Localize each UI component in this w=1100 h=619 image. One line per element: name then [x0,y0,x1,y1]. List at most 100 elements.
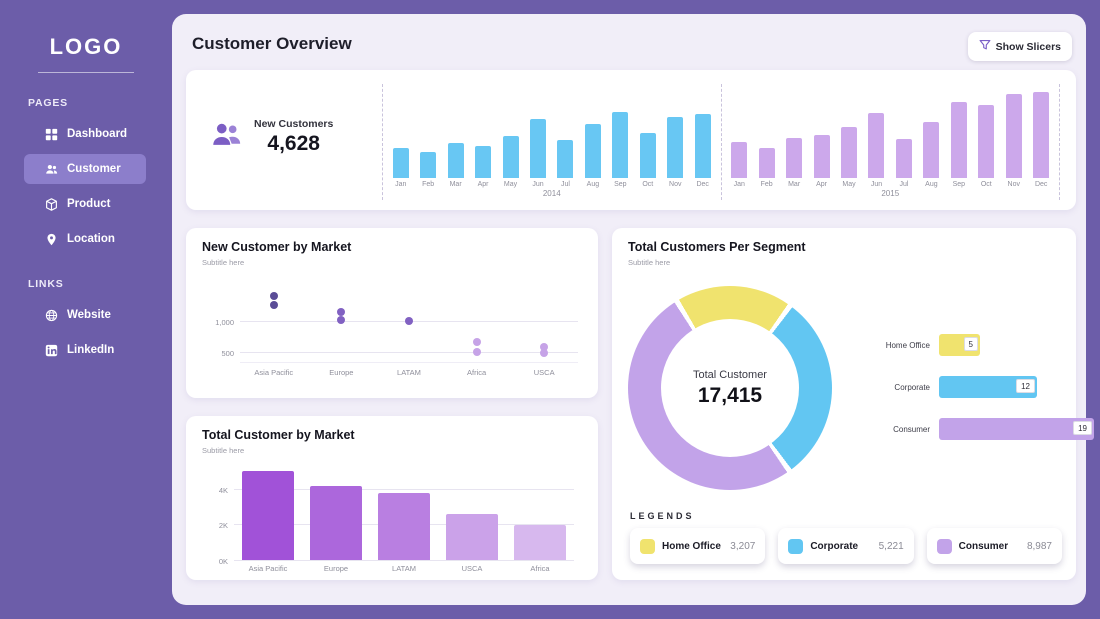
month-column: Feb [414,84,441,188]
logo-divider [38,72,134,73]
market-bar-columns [234,460,574,560]
sidebar-item-linkedin[interactable]: LinkedIn [24,335,146,365]
segment-label: Corporate [894,382,930,392]
bar-may-2014[interactable] [502,136,519,178]
month-column: Dec [1027,84,1054,188]
kpi-label: New Customers [254,118,334,130]
bar-jul-2015[interactable] [895,139,912,178]
bar-jul-2014[interactable] [557,140,574,178]
bar-jan-2014[interactable] [392,148,409,178]
bar-aug-2015[interactable] [923,122,940,178]
bar-sep-2014[interactable] [612,112,629,178]
month-column: Jan [726,84,753,188]
legend-card-consumer: Consumer 8,987 [926,528,1062,564]
sidebar-item-location[interactable]: Location [24,224,146,254]
main-panel: Customer Overview Show Slicers New Custo… [172,14,1094,605]
scatter-column-europe [308,282,376,362]
month-column: Feb [753,84,780,188]
kpi-value: 4,628 [267,132,320,155]
segment-bar[interactable]: 5 [939,334,980,356]
donut-chart[interactable]: Total Customer 17,415 [628,286,832,490]
bar-mar-2015[interactable] [786,138,803,178]
data-point[interactable] [337,315,346,324]
x-category-label: LATAM [392,564,416,573]
bar-mar-2014[interactable] [447,143,464,178]
bar-latam[interactable] [378,493,430,560]
donut-center-value: 17,415 [697,383,763,407]
month-label: Apr [816,181,828,188]
month-column: Aug [918,84,945,188]
month-label: Oct [980,181,992,188]
x-category-label: Europe [323,564,349,573]
total-customers-per-segment-card: Total Customers Per Segment Subtitle her… [612,228,1094,580]
y-tick-label: 500 [221,348,234,358]
bar-dec-2015[interactable] [1033,92,1050,178]
show-slicers-button[interactable]: Show Slicers [967,32,1072,61]
users-icon [44,162,58,176]
data-point[interactable] [540,342,549,351]
bar-africa[interactable] [514,525,566,560]
data-point[interactable] [269,292,278,301]
bar-oct-2015[interactable] [978,105,995,178]
bar-apr-2014[interactable] [475,146,492,178]
month-column: Oct [634,84,661,188]
data-point[interactable] [472,347,481,356]
bar-apr-2015[interactable] [813,135,830,178]
month-label: Mar [788,181,801,188]
legend-name: Corporate [810,540,859,552]
sidebar-item-label: Customer [67,163,121,175]
data-point[interactable] [337,307,346,316]
bar-may-2015[interactable] [841,127,858,178]
pin-icon [44,232,58,246]
segment-label: Home Office [885,340,930,350]
month-column: Jun [524,84,551,188]
month-label: Jan [395,181,407,188]
data-point[interactable] [472,338,481,347]
bar-nov-2015[interactable] [1005,94,1022,178]
bar-feb-2015[interactable] [758,148,775,178]
month-label: Oct [642,181,654,188]
sidebar-item-label: Product [67,198,111,210]
kpi-text: New Customers 4,628 [254,118,333,156]
gridline: 500 [221,349,578,358]
scatter-plot: 1,000 500 [215,282,578,363]
data-point[interactable] [404,316,413,325]
bar-sep-2015[interactable] [950,102,967,178]
month-column: Mar [442,84,469,188]
bar-oct-2014[interactable] [639,133,656,178]
bar-dec-2014[interactable] [694,114,711,178]
sidebar-item-product[interactable]: Product [24,189,146,219]
bar-usca[interactable] [446,514,498,560]
segment-value-chip: 19 [1073,421,1092,435]
bar-feb-2014[interactable] [420,152,437,178]
month-column: Sep [607,84,634,188]
month-column: May [497,84,524,188]
page-title: Customer Overview [192,34,352,53]
month-label: Jul [560,181,570,188]
segment-label: Consumer [893,424,930,434]
bar-europe[interactable] [310,486,362,560]
data-point[interactable] [269,301,278,310]
legend-name: Consumer [958,540,1009,552]
people-icon [208,118,244,152]
segment-bar[interactable]: 12 [939,376,1037,398]
month-column: Jan [387,84,414,188]
bar-asia-pacific[interactable] [242,471,294,560]
sidebar-item-customer[interactable]: Customer [24,154,146,184]
month-label: Feb [422,181,435,188]
sidebar-item-website[interactable]: Website [24,300,146,330]
bar-jun-2015[interactable] [868,113,885,178]
bar-aug-2014[interactable] [584,124,601,178]
scatter-column-asia-pacific [240,282,308,362]
globe-icon [44,308,58,322]
data-point[interactable] [540,348,549,357]
sidebar-item-dashboard[interactable]: Dashboard [24,119,146,149]
month-label: Aug [925,181,938,188]
donut-center-label: Total Customer [693,368,767,381]
bar-jan-2015[interactable] [731,142,748,178]
bar-nov-2014[interactable] [667,117,684,178]
bar-jun-2014[interactable] [529,119,546,178]
legend-card-corporate: Corporate 5,221 [778,528,914,564]
segment-bar[interactable]: 19 [939,418,1094,440]
new-customers-card: New Customers 4,628 Jan Feb Mar Apr May Jun Ju… [186,70,1076,210]
